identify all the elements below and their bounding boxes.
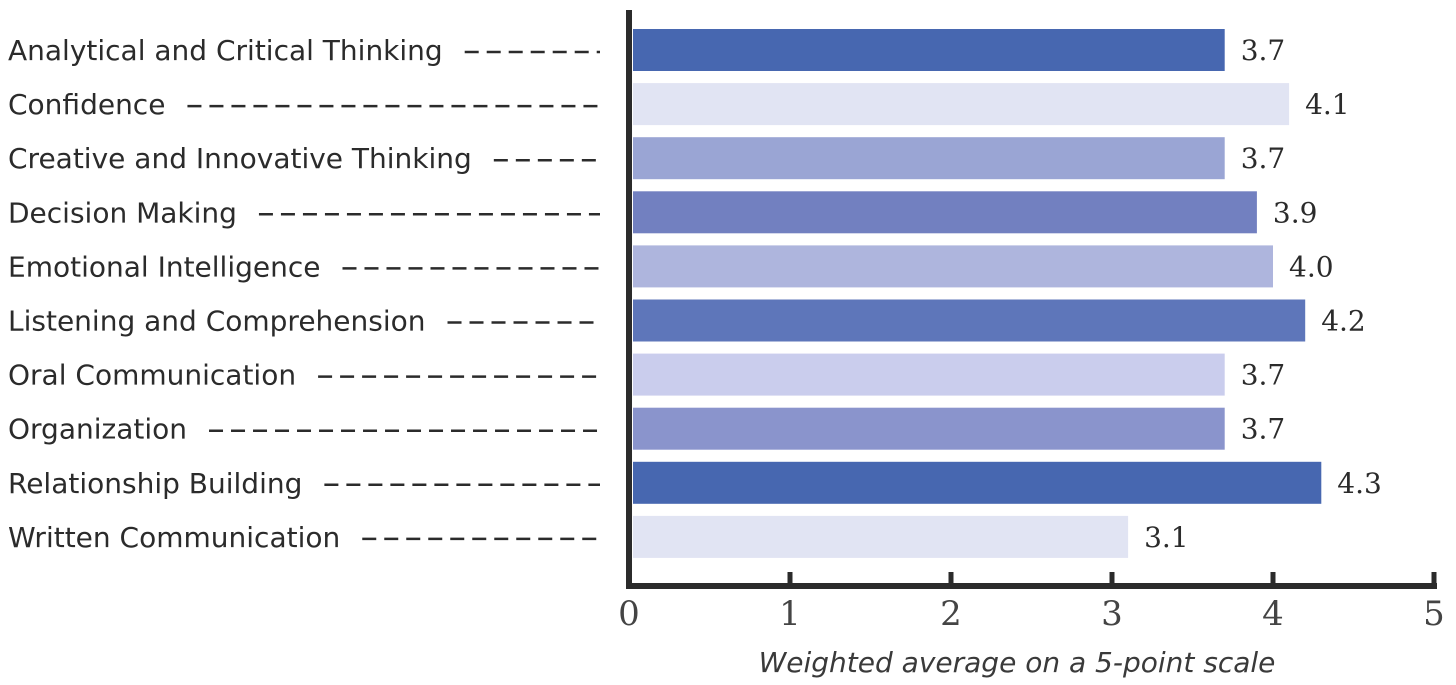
category-label: Relationship Building [8, 467, 302, 500]
x-tick-label: 4 [1262, 594, 1284, 634]
category-label: Creative and Innovative Thinking [8, 142, 472, 175]
category-label: Oral Communication [8, 359, 296, 392]
bar [633, 245, 1273, 288]
value-label: 4.0 [1289, 250, 1334, 283]
value-label: 4.2 [1321, 305, 1366, 338]
bar [633, 137, 1225, 180]
x-tick-label: 3 [1101, 594, 1123, 634]
category-label: Organization [8, 413, 187, 446]
bars [633, 29, 1322, 558]
bar [633, 29, 1225, 71]
value-label: 3.7 [1241, 34, 1286, 67]
x-tick-label: 5 [1423, 594, 1445, 634]
bar [633, 191, 1257, 234]
bar [633, 407, 1225, 450]
value-label: 3.9 [1273, 196, 1318, 229]
bar [633, 83, 1290, 126]
bar [633, 353, 1225, 396]
leader-lines [187, 50, 600, 541]
bar [633, 299, 1306, 342]
value-label: 3.7 [1241, 359, 1286, 392]
value-label: 3.7 [1241, 413, 1286, 446]
x-tick-label: 1 [779, 594, 801, 634]
value-label: 3.7 [1241, 142, 1286, 175]
x-axis-title: Weighted average on a 5-point scale [759, 646, 1276, 679]
bar [633, 461, 1322, 504]
value-label: 4.3 [1337, 467, 1382, 500]
category-label: Emotional Intelligence [8, 250, 320, 283]
category-label: Written Communication [8, 521, 340, 554]
category-label: Listening and Comprehension [8, 305, 426, 338]
category-label: Analytical and Critical Thinking [8, 34, 443, 67]
x-axis-ticks: 0 1 2 3 4 5 [618, 572, 1445, 634]
value-labels: 3.7 4.1 3.7 3.9 4.0 4.2 3.7 3.7 4.3 3.1 [1144, 34, 1382, 554]
x-tick-label: 0 [618, 594, 640, 634]
category-label: Decision Making [8, 196, 237, 229]
value-label: 3.1 [1144, 521, 1189, 554]
value-label: 4.1 [1305, 88, 1350, 121]
x-tick-label: 2 [940, 594, 962, 634]
category-labels: Analytical and Critical Thinking Confiden… [8, 34, 472, 554]
bar [633, 515, 1129, 558]
category-label: Confidence [8, 88, 165, 121]
